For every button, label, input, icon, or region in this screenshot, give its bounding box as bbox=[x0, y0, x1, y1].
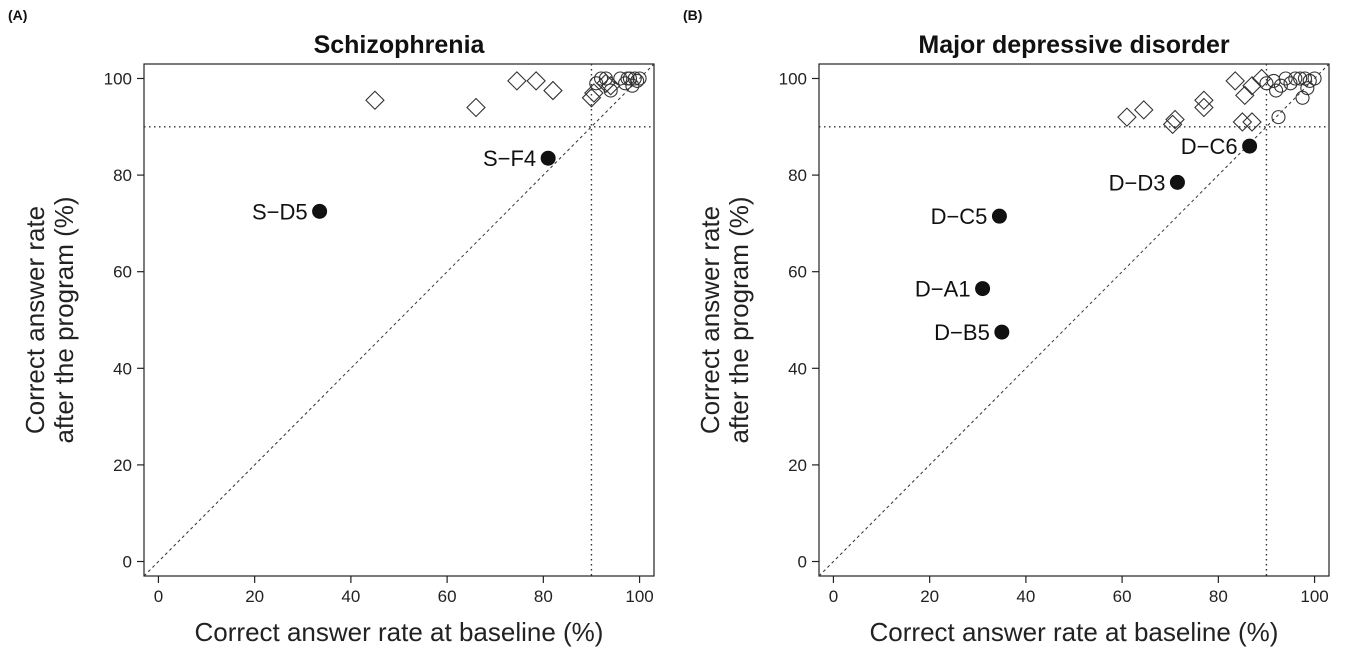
diamond-point bbox=[1162, 114, 1183, 135]
point-label: D−C6 bbox=[1181, 134, 1238, 159]
filled-circle-point bbox=[1242, 138, 1258, 154]
x-tick-label: 0 bbox=[154, 587, 163, 606]
open-circle-point bbox=[1259, 76, 1274, 91]
diamond-point bbox=[543, 80, 563, 101]
chart-title: Major depressive disorder bbox=[918, 31, 1230, 59]
y-tick-label: 0 bbox=[123, 553, 132, 572]
open-circle-point bbox=[1271, 110, 1286, 125]
panel-b-major-depressive-disorder: (B) Major depressive disorder 0 20 40 60 80 100… bbox=[675, 0, 1349, 650]
scatter-chart-schizophrenia: (A) Schizophrenia 0 20 40 60 80 100 0 20 40 60 80 100… bbox=[8, 7, 655, 647]
point-label: D−D3 bbox=[1109, 170, 1166, 195]
diamond-point bbox=[600, 75, 621, 96]
filled-circle-point bbox=[994, 324, 1010, 340]
open-circle-point bbox=[1266, 73, 1281, 88]
scatter-chart-major-depressive-disorder: (B) Major depressive disorder 0 20 40 60 80 100… bbox=[683, 7, 1330, 647]
y-tick-label: 80 bbox=[113, 166, 132, 185]
point-label: D−B5 bbox=[934, 320, 990, 345]
diamond-point bbox=[1194, 97, 1214, 118]
diamond-point bbox=[584, 83, 604, 103]
y-axis-title-line-1: Correct answer rate bbox=[695, 206, 725, 434]
y-tick-label: 20 bbox=[788, 456, 807, 475]
open-circle-point bbox=[620, 71, 635, 86]
x-tick-label: 80 bbox=[1209, 587, 1228, 606]
diamond-point bbox=[1232, 112, 1253, 132]
open-circle-point bbox=[1273, 78, 1288, 93]
y-tick-label: 40 bbox=[788, 359, 807, 378]
y-tick-label: 80 bbox=[788, 166, 807, 185]
y-axis-title-line-2: after the program (%) bbox=[724, 196, 754, 443]
diamond-point bbox=[365, 90, 385, 111]
open-circle-point bbox=[1293, 71, 1308, 86]
diamond-point bbox=[1235, 85, 1255, 106]
chart-title: Schizophrenia bbox=[314, 31, 486, 59]
x-tick-label: 80 bbox=[534, 587, 553, 606]
point-label: S−D5 bbox=[252, 199, 308, 224]
diamond-point bbox=[1165, 109, 1185, 130]
x-tick-label: 60 bbox=[1113, 587, 1132, 606]
y-tick-label: 0 bbox=[798, 553, 807, 572]
open-circle-point bbox=[589, 76, 604, 91]
y-tick-label: 100 bbox=[104, 69, 132, 88]
open-circle-point bbox=[1295, 90, 1310, 105]
open-circle-point bbox=[594, 71, 609, 86]
x-tick-label: 100 bbox=[625, 587, 653, 606]
x-axis-title: Correct answer rate at baseline (%) bbox=[870, 617, 1279, 647]
y-tick-label: 100 bbox=[779, 69, 807, 88]
x-tick-label: 40 bbox=[341, 587, 360, 606]
x-tick-label: 40 bbox=[1016, 587, 1035, 606]
panel-label: (A) bbox=[8, 7, 27, 23]
y-axis-title-line-1: Correct answer rate bbox=[20, 206, 50, 434]
y-tick-label: 60 bbox=[113, 263, 132, 282]
open-circle-point bbox=[630, 73, 645, 88]
y-tick-label: 40 bbox=[113, 359, 132, 378]
open-circle-point bbox=[598, 71, 613, 86]
x-axis-title: Correct answer rate at baseline (%) bbox=[195, 617, 604, 647]
open-circle-point bbox=[627, 71, 642, 86]
open-circle-point bbox=[1269, 83, 1284, 98]
plot-frame bbox=[818, 63, 1330, 577]
filled-circle-point bbox=[991, 208, 1007, 224]
filled-circle-point bbox=[1169, 174, 1185, 190]
plot-frame bbox=[143, 63, 655, 577]
y-tick-label: 20 bbox=[113, 456, 132, 475]
open-circle-point bbox=[1300, 81, 1315, 96]
point-label: D−C5 bbox=[931, 204, 988, 229]
diamond-point bbox=[1242, 75, 1262, 96]
x-tick-label: 20 bbox=[920, 587, 939, 606]
diamond-point bbox=[581, 88, 602, 108]
open-circle-point bbox=[1288, 71, 1303, 86]
point-label: S−F4 bbox=[483, 146, 536, 171]
x-tick-label: 0 bbox=[829, 587, 838, 606]
diamond-point bbox=[466, 97, 486, 118]
x-tick-label: 60 bbox=[438, 587, 457, 606]
y-tick-label: 60 bbox=[788, 263, 807, 282]
diagonal-reference-line bbox=[143, 63, 655, 577]
point-label: D−A1 bbox=[915, 277, 971, 302]
filled-circle-point bbox=[312, 203, 328, 219]
diamond-point bbox=[1242, 112, 1262, 132]
diamond-point bbox=[507, 71, 527, 91]
open-circle-point bbox=[603, 83, 618, 98]
diamond-point bbox=[1133, 100, 1154, 120]
panel-label: (B) bbox=[683, 7, 702, 23]
diamond-point bbox=[1117, 107, 1137, 127]
x-tick-label: 20 bbox=[245, 587, 264, 606]
open-circle-point bbox=[1283, 76, 1298, 91]
diamond-point bbox=[1225, 71, 1245, 91]
x-tick-label: 100 bbox=[1300, 587, 1328, 606]
open-circle-point bbox=[625, 78, 640, 93]
panel-a-schizophrenia: (A) Schizophrenia 0 20 40 60 80 100 0 20 40 60 80 100… bbox=[0, 0, 674, 650]
filled-circle-point bbox=[975, 281, 991, 297]
diamond-point bbox=[1194, 90, 1214, 111]
open-circle-point bbox=[1307, 71, 1322, 86]
y-axis-title-line-2: after the program (%) bbox=[49, 196, 79, 443]
open-circle-point bbox=[613, 71, 628, 86]
diamond-point bbox=[526, 71, 546, 91]
open-circle-point bbox=[632, 71, 647, 86]
filled-circle-point bbox=[540, 150, 556, 166]
open-circle-point bbox=[1278, 71, 1293, 86]
